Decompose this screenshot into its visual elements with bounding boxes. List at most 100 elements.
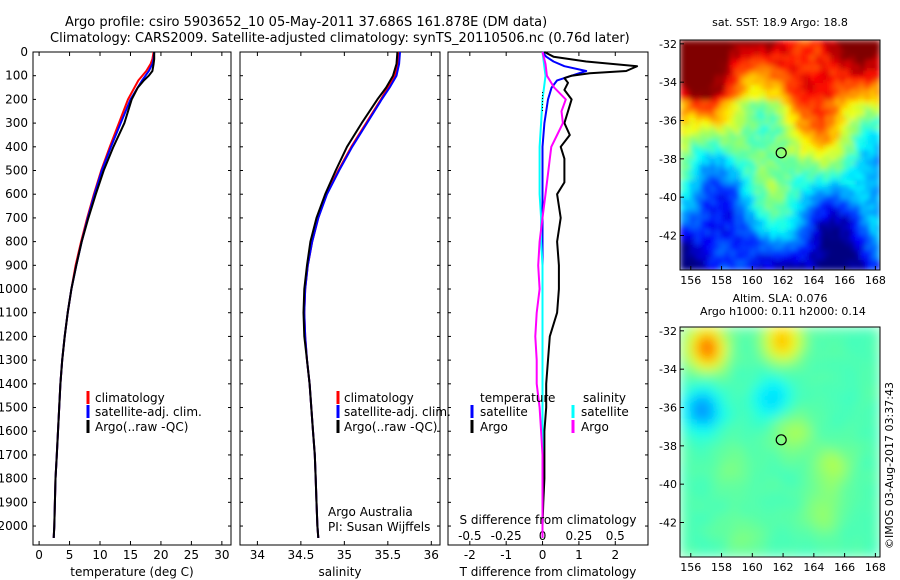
sst-cell (735, 225, 741, 231)
sla-cell (845, 342, 851, 348)
sst-cell (775, 200, 781, 206)
sst-cell (715, 130, 721, 136)
sst-cell (700, 40, 706, 46)
sst-cell (685, 70, 691, 76)
sst-cell (850, 140, 856, 146)
sla-cell (760, 447, 766, 453)
sst-cell (720, 200, 726, 206)
sst-cell (810, 160, 816, 166)
sst-cell (785, 170, 791, 176)
sst-cell (745, 245, 751, 251)
sla-cell (850, 502, 856, 508)
sla-cell (720, 357, 726, 363)
sst-cell (855, 50, 861, 56)
sla-cell (860, 337, 866, 343)
sla-cell (845, 517, 851, 523)
sla-cell (690, 527, 696, 533)
sst-cell (845, 145, 851, 151)
series-line-argo-raw-qc- (302, 51, 399, 538)
sst-cell (730, 150, 736, 156)
sst-cell (770, 75, 776, 81)
sst-cell (840, 105, 846, 111)
sst-cell (860, 265, 866, 270)
sla-cell (770, 432, 776, 438)
sst-cell (840, 210, 846, 216)
sla-cell (865, 417, 871, 423)
sla-cell (805, 377, 811, 383)
sst-cell (780, 170, 786, 176)
sst-cell (865, 160, 871, 166)
sst-cell (780, 190, 786, 196)
sla-cell (685, 412, 691, 418)
sla-cell (870, 457, 876, 463)
sst-cell (750, 75, 756, 81)
sla-cell (775, 532, 781, 538)
sla-cell (785, 532, 791, 538)
sst-cell (800, 150, 806, 156)
sst-cell (860, 170, 866, 176)
sst-cell (865, 40, 871, 46)
sla-cell (775, 402, 781, 408)
sst-cell (875, 135, 880, 141)
sla-cell (750, 437, 756, 443)
sla-cell (785, 362, 791, 368)
sst-cell (850, 110, 856, 116)
sst-cell (775, 115, 781, 121)
sla-cell (870, 447, 876, 453)
sst-cell (685, 255, 691, 261)
sla-cell (745, 397, 751, 403)
sst-cell (810, 225, 816, 231)
sst-cell (730, 90, 736, 96)
sst-cell (820, 115, 826, 121)
sst-cell (690, 110, 696, 116)
sst-cell (720, 90, 726, 96)
sla-cell (745, 412, 751, 418)
sst-cell (825, 235, 831, 241)
legend-label-temp-argo: Argo (480, 420, 508, 434)
sla-cell (685, 332, 691, 338)
sla-cell (745, 422, 751, 428)
sst-cell (850, 100, 856, 106)
sst-cell (770, 40, 776, 46)
sla-cell (870, 427, 876, 433)
sla-cell (735, 402, 741, 408)
sla-cell (680, 522, 686, 528)
sla-cell (755, 432, 761, 438)
sst-cell (805, 55, 811, 61)
sla-cell (755, 357, 761, 363)
sst-cell (870, 235, 876, 241)
sst-cell (840, 65, 846, 71)
sst-cell (855, 150, 861, 156)
sst-cell (790, 130, 796, 136)
sla-cell (825, 392, 831, 398)
sla-cell (755, 487, 761, 493)
sla-cell (755, 522, 761, 528)
sla-cell (820, 367, 826, 373)
sla-cell (735, 382, 741, 388)
sla-cell (830, 502, 836, 508)
sst-cell (825, 150, 831, 156)
sla-cell (785, 367, 791, 373)
sla-cell (740, 432, 746, 438)
sla-cell (750, 397, 756, 403)
sst-cell (795, 225, 801, 231)
x-tick-label: 0 (539, 548, 547, 562)
sst-cell (785, 165, 791, 171)
sla-cell (795, 372, 801, 378)
sla-cell (780, 362, 786, 368)
sst-cell (690, 50, 696, 56)
sla-cell (710, 532, 716, 538)
sla-cell (725, 407, 731, 413)
sla-cell (800, 487, 806, 493)
sla-cell (765, 442, 771, 448)
depth-tick-label: 1200 (0, 329, 28, 343)
sla-cell (835, 422, 841, 428)
sla-cell (735, 502, 741, 508)
sst-cell (855, 140, 861, 146)
sla-cell (765, 417, 771, 423)
sla-cell (735, 417, 741, 423)
sla-cell (855, 392, 861, 398)
sst-cell (785, 190, 791, 196)
sst-cell (750, 40, 756, 46)
sla-cell (770, 542, 776, 548)
